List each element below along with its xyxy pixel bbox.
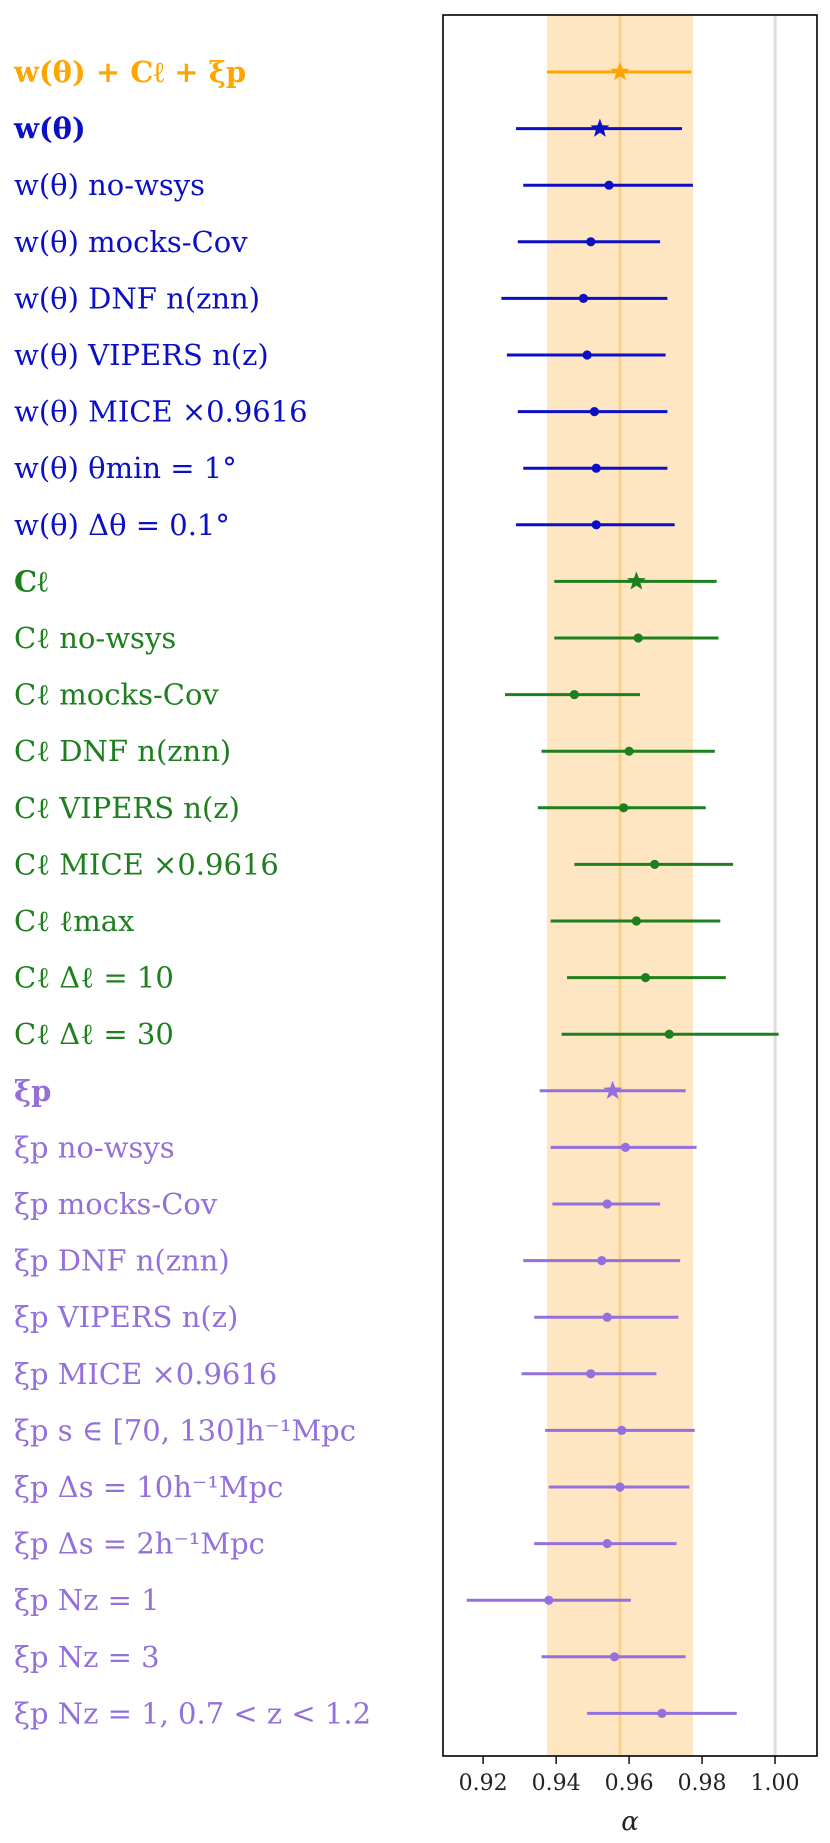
row-label: w(θ) no-wsys [14, 168, 205, 202]
best-fit-point [620, 1142, 631, 1152]
row-label: ξp Δs = 2h⁻¹Mpc [14, 1527, 265, 1561]
best-fit-point [597, 1256, 607, 1266]
x-tick-label: 0.96 [605, 1771, 654, 1796]
best-fit-point [631, 916, 641, 926]
best-fit-point [602, 1312, 612, 1322]
row-label: Cℓ [14, 564, 48, 598]
data-marks [466, 62, 779, 1718]
row-label: Cℓ DNF n(znn) [14, 734, 231, 768]
best-fit-point [578, 293, 589, 303]
plot-background-layer [546, 15, 777, 1756]
best-fit-point [586, 237, 596, 247]
row-label: ξp Nz = 1 [14, 1583, 160, 1617]
row-label: w(θ) Δθ = 0.1° [14, 508, 230, 542]
row-label: w(θ) MICE ×0.9616 [14, 395, 308, 429]
row-label: Cℓ Δℓ = 30 [14, 1017, 174, 1051]
row-label: Cℓ VIPERS n(z) [14, 791, 240, 825]
row-label: ξp MICE ×0.9616 [14, 1357, 277, 1391]
best-fit-point [544, 1595, 554, 1605]
best-fit-point [569, 690, 579, 700]
best-fit-point [582, 350, 592, 360]
best-fit-point [619, 803, 629, 813]
x-tick-label: 1.00 [751, 1771, 800, 1796]
best-fit-point [609, 1652, 620, 1662]
best-fit-star [603, 1080, 623, 1099]
row-label: Cℓ no-wsys [14, 621, 176, 655]
row-label: Cℓ MICE ×0.9616 [14, 847, 279, 881]
best-fit-star [626, 571, 646, 590]
best-fit-point [615, 1482, 625, 1492]
x-tick-label: 0.92 [459, 1771, 508, 1796]
row-label: w(θ) DNF n(znn) [14, 281, 260, 315]
best-fit-point [657, 1708, 667, 1718]
row-label: w(θ) VIPERS n(z) [14, 338, 269, 372]
best-fit-point [640, 973, 651, 983]
best-fit-point [591, 463, 601, 473]
best-fit-point [624, 746, 634, 756]
row-label: ξp VIPERS n(z) [14, 1300, 238, 1334]
row-label: ξp [14, 1074, 51, 1108]
row-label: w(θ) θmin = 1° [14, 451, 237, 485]
x-axis-label: α [621, 1807, 639, 1837]
best-fit-point [650, 859, 660, 870]
best-fit-point [617, 1425, 627, 1435]
row-label: ξp Δs = 10h⁻¹Mpc [14, 1470, 283, 1504]
best-fit-point [664, 1029, 674, 1039]
x-axis: 0.92 0.94 0.96 0.98 1.00 [459, 1756, 800, 1796]
row-label: Cℓ ℓmax [14, 904, 134, 938]
row-labels: w(θ) + Cℓ + ξp w(θ) w(θ) no-wsys w(θ) mocks… [13, 55, 371, 1730]
row-label: ξp s ∈ [70, 130]h⁻¹Mpc [14, 1413, 356, 1447]
row-label: w(θ) [13, 112, 86, 146]
row-label: w(θ) + Cℓ + ξp [13, 55, 246, 89]
best-fit-star [610, 62, 630, 81]
row-label: Cℓ mocks-Cov [14, 678, 219, 712]
best-fit-point [589, 407, 600, 417]
best-fit-point [586, 1369, 596, 1379]
best-fit-point [633, 633, 643, 643]
best-fit-point [602, 1199, 612, 1209]
row-label: ξp Nz = 3 [14, 1640, 160, 1674]
x-tick-label: 0.94 [532, 1771, 581, 1796]
best-fit-star [590, 118, 610, 137]
best-fit-point [591, 520, 601, 530]
row-label: ξp no-wsys [14, 1130, 175, 1164]
best-fit-point [602, 1539, 612, 1549]
row-label: ξp DNF n(znn) [14, 1244, 230, 1278]
row-label: w(θ) mocks-Cov [14, 225, 248, 259]
x-tick-label: 0.98 [678, 1771, 727, 1796]
row-label: ξp mocks-Cov [14, 1187, 218, 1221]
row-label: ξp Nz = 1, 0.7 < z < 1.2 [14, 1696, 371, 1730]
best-fit-point [604, 180, 614, 190]
plot-frame [442, 14, 818, 1757]
row-label: Cℓ Δℓ = 10 [14, 961, 174, 995]
